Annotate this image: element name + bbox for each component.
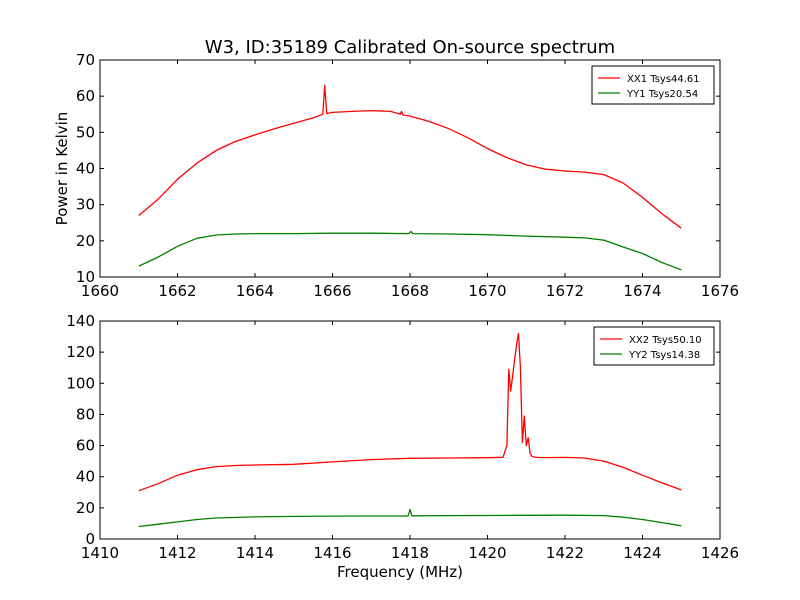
x-tick-label: 1414 xyxy=(236,544,274,562)
x-tick-label: 1660 xyxy=(81,282,119,300)
x-tick-label: 1418 xyxy=(391,544,429,562)
top-panel: 1660 1662 1664 1666 1668 1670 1672 1674 1676 10 20… xyxy=(53,51,739,300)
legend-entry: XX1 Tsys44.61 xyxy=(627,74,700,85)
y-tick-label: 40 xyxy=(76,468,95,486)
y-tick-label: 20 xyxy=(76,499,95,517)
y-tick-label: 140 xyxy=(66,312,95,330)
y-tick-label: 100 xyxy=(66,374,95,392)
series-line-1 xyxy=(138,332,682,492)
y-axis-label: Power in Kelvin xyxy=(53,112,71,226)
legend-box xyxy=(591,65,715,105)
x-tick-label: 1674 xyxy=(623,282,661,300)
x-tick-label: 1412 xyxy=(158,544,196,562)
x-tick-label: 1416 xyxy=(313,544,351,562)
y-tick-label: 80 xyxy=(76,405,95,423)
legend-entry: XX2 Tsys50.10 xyxy=(629,335,702,346)
x-tick-label: 1670 xyxy=(468,282,506,300)
y-tick-label: 10 xyxy=(76,268,95,286)
y-tick-label: 30 xyxy=(76,196,95,214)
x-tick-label: 1672 xyxy=(546,282,584,300)
x-tick-label: 1422 xyxy=(546,544,584,562)
y-tick-label: 0 xyxy=(85,530,95,548)
y-tick-label: 60 xyxy=(76,437,95,455)
x-tick-label: 1676 xyxy=(701,282,739,300)
y-tick-label: 120 xyxy=(66,343,95,361)
legend-box xyxy=(593,326,715,366)
x-axis-label: Frequency (MHz) xyxy=(337,563,463,581)
legend-entry: YY1 Tsys20.54 xyxy=(626,89,698,100)
legend: XX1 Tsys44.61 YY1 Tsys20.54 xyxy=(591,65,715,105)
x-tick-label: 1420 xyxy=(468,544,506,562)
x-tick-label: 1410 xyxy=(81,544,119,562)
x-tick-label: 1662 xyxy=(158,282,196,300)
x-tick-label: 1666 xyxy=(313,282,351,300)
x-tick-label: 1664 xyxy=(236,282,274,300)
x-tick-label: 1668 xyxy=(391,282,429,300)
y-tick-label: 20 xyxy=(76,232,95,250)
y-tick-label: 60 xyxy=(76,87,95,105)
series-line-2 xyxy=(138,230,682,271)
figure-title: W3, ID:35189 Calibrated On-source spectr… xyxy=(205,37,615,58)
y-tick-label: 40 xyxy=(76,160,95,178)
bottom-panel: 1410 1412 1414 1416 1418 1420 1422 1424 1426 0 20 4… xyxy=(66,312,739,581)
series-line-1 xyxy=(138,84,682,229)
y-tick-label: 70 xyxy=(76,51,95,69)
series-line-2 xyxy=(138,508,682,528)
legend: XX2 Tsys50.10 YY2 Tsys14.38 xyxy=(593,326,715,366)
x-tick-label: 1424 xyxy=(623,544,661,562)
legend-entry: YY2 Tsys14.38 xyxy=(628,350,700,361)
x-tick-label: 1426 xyxy=(701,544,739,562)
y-tick-label: 50 xyxy=(76,123,95,141)
